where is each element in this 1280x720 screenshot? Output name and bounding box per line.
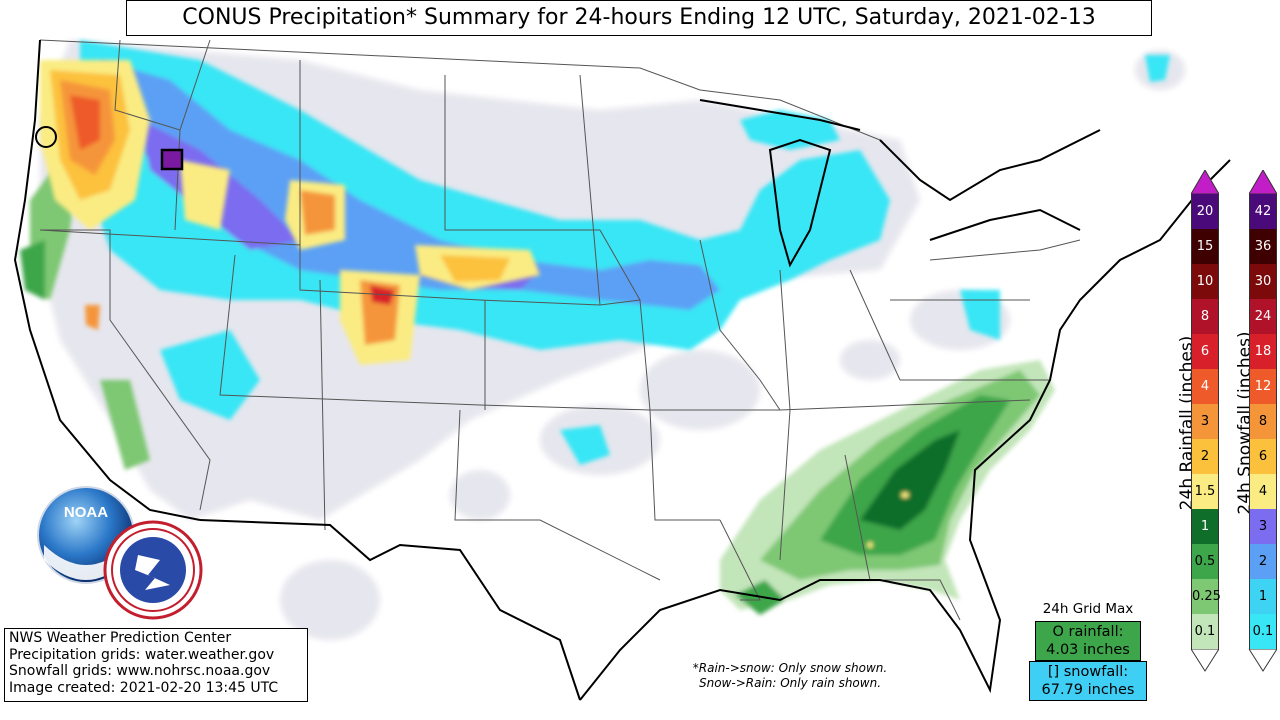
rain-colorbar-top-arrow: [1191, 170, 1219, 194]
rain-colorbar-cell: 8: [1191, 299, 1219, 334]
note-line-1: *Rain->snow: Only snow shown.: [692, 661, 888, 675]
snow-colorbar-top-arrow: [1249, 170, 1277, 194]
rain-colorbar-cell: 4: [1191, 369, 1219, 404]
info-line-snow-source: Snowfall grids: www.nohrsc.noaa.gov: [9, 663, 271, 679]
note-line-2: Snow->Rain: Only rain shown.: [698, 676, 882, 690]
coastlines: [13, 39, 1231, 701]
rain-colorbar-cell: 1.5: [1191, 474, 1219, 509]
rain-colorbar-cell: 15: [1191, 229, 1219, 264]
rain-colorbar-bottom-arrow: [1191, 649, 1219, 672]
snow-colorbar-cell: 1: [1249, 579, 1277, 614]
rainfall-max-marker: [35, 126, 57, 148]
state-boundaries: [39, 39, 1081, 621]
snow-colorbar-cell: 42: [1249, 194, 1277, 229]
info-line-wpc: NWS Weather Prediction Center: [9, 630, 232, 646]
grid-max-snow-value: 67.79 inches: [1041, 682, 1135, 698]
info-line-precip-source: Precipitation grids: water.weather.gov: [9, 646, 275, 663]
rain-colorbar-cell: 2: [1191, 439, 1219, 474]
rain-colorbar: 20 15 10 8 6 4 3 2 1.5 1 0.5 0.25 0.1: [1191, 170, 1221, 673]
grid-max-rainfall: O rainfall: 4.03 inches: [1035, 621, 1141, 661]
noaa-logo-text: NOAA: [64, 504, 108, 521]
nws-logo: [103, 520, 203, 620]
snow-colorbar-cell: 18: [1249, 334, 1277, 369]
rain-colorbar-cell: 0.1: [1191, 614, 1219, 649]
grid-max-snowfall: [] snowfall: 67.79 inches: [1029, 661, 1147, 701]
rain-colorbar-cell: 3: [1191, 404, 1219, 439]
snow-colorbar-cell: 30: [1249, 264, 1277, 299]
snow-colorbar-cell: 4: [1249, 474, 1277, 509]
snow-colorbar: 42 36 30 24 18 12 8 6 4 3 2 1 0.1: [1249, 170, 1277, 673]
snow-colorbar-cell: 36: [1249, 229, 1277, 264]
rain-snow-note: *Rain->snow: Only snow shown. Snow->Rain…: [655, 661, 925, 691]
snow-colorbar-bottom-arrow: [1249, 649, 1277, 672]
rain-colorbar-cell: 0.25: [1191, 579, 1221, 614]
snow-colorbar-cell: 8: [1249, 404, 1277, 439]
grid-max-rain-label: O rainfall:: [1052, 624, 1124, 640]
snow-colorbar-cell: 24: [1249, 299, 1277, 334]
page-title: CONUS Precipitation* Summary for 24-hour…: [126, 0, 1152, 36]
info-line-created: Image created: 2021-02-20 13:45 UTC: [9, 679, 279, 696]
grid-max-snow-label: [] snowfall:: [1047, 664, 1129, 680]
snowfall-max-marker: [160, 148, 184, 171]
rain-colorbar-cell: 10: [1191, 264, 1219, 299]
grid-max-title: 24h Grid Max: [1042, 601, 1134, 617]
rain-area-southeast: [20, 150, 1055, 615]
rain-colorbar-cell: 6: [1191, 334, 1219, 369]
snow-colorbar-cell: 0.1: [1249, 614, 1277, 649]
snow-colorbar-cell: 6: [1249, 439, 1277, 474]
snow-colorbar-cell: 12: [1249, 369, 1277, 404]
heavy-snow-areas: [40, 60, 540, 365]
info-box: NWS Weather Prediction Center Precipitat…: [4, 628, 308, 702]
snow-colorbar-cell: 3: [1249, 509, 1277, 544]
rain-colorbar-cell: 0.5: [1191, 544, 1219, 579]
snow-colorbar-cell: 2: [1249, 544, 1277, 579]
rain-colorbar-cell: 20: [1191, 194, 1219, 229]
grid-max-rain-value: 4.03 inches: [1046, 642, 1130, 658]
rain-colorbar-cell: 1: [1191, 509, 1219, 544]
